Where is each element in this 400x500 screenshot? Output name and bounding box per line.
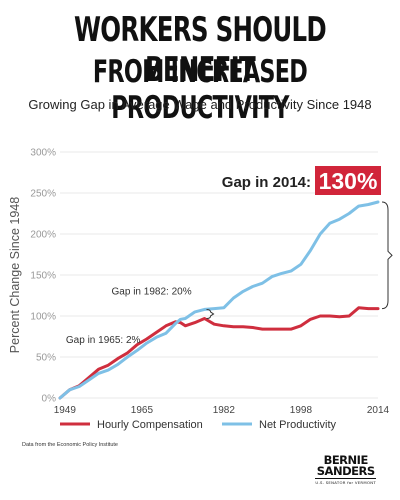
legend-label-net-productivity: Net Productivity: [259, 419, 337, 431]
x-tick-label: 1949: [54, 405, 77, 416]
y-tick-label: 150%: [30, 271, 56, 282]
annotation-gap-2014: Gap in 2014:: [222, 174, 311, 191]
gap-1982-brace: [206, 308, 215, 319]
annotation-gap-1965: Gap in 1965: 2%: [66, 335, 141, 346]
annotation-gap-1982: Gap in 1982: 20%: [112, 286, 192, 297]
legend-label-hourly-compensation: Hourly Compensation: [97, 419, 203, 431]
chart-subtitle: Growing Gap in Average Wage and Producti…: [28, 97, 372, 112]
x-tick-label: 2014: [367, 405, 390, 416]
headline-line-2: FROM INCREASED PRODUCTIVITY: [92, 54, 308, 126]
gap-2014-brace: [381, 201, 393, 310]
series-line-net-productivity: [58, 200, 380, 400]
y-axis-label: Percent Change Since 1948: [8, 197, 22, 353]
series-line-hourly-compensation: [58, 306, 380, 400]
gap-2014-value: 130%: [319, 168, 378, 194]
y-tick-label: 300%: [30, 148, 56, 159]
y-tick-label: 100%: [30, 312, 56, 323]
y-tick-label: 250%: [30, 189, 56, 200]
headline-line-1: WORKERS SHOULD BENEFIT: [73, 10, 327, 90]
gap-2014-highlight-box: [315, 166, 381, 195]
y-tick-label: 0%: [42, 394, 57, 405]
source-note: Data from the Economic Policy Institute: [22, 442, 118, 448]
y-tick-label: 50%: [36, 353, 56, 364]
y-tick-label: 200%: [30, 230, 56, 241]
x-tick-label: 1998: [290, 405, 313, 416]
bernie-sanders-logo: BERNIE SANDERS U.S. SENATOR for VERMONT: [315, 453, 376, 485]
brand-tagline: U.S. SENATOR for VERMONT: [315, 478, 376, 485]
x-tick-label: 1965: [131, 405, 154, 416]
x-tick-label: 1982: [213, 405, 236, 416]
brand-name-first: BERNIE: [323, 453, 369, 467]
brand-name-last: SANDERS: [316, 464, 375, 478]
